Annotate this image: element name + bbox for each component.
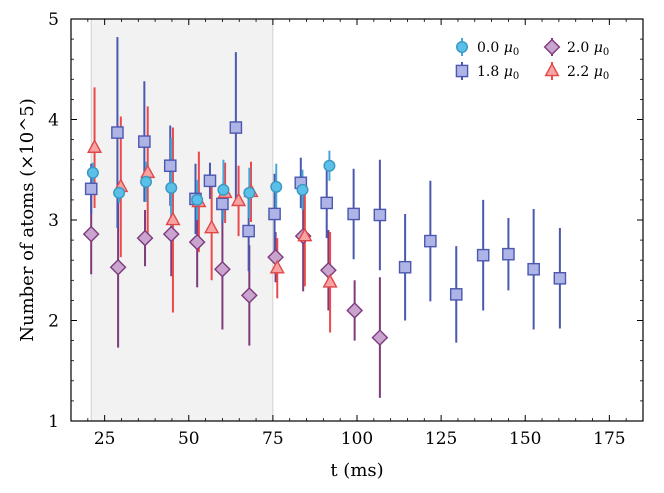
data-point [270, 180, 283, 193]
legend-marker [456, 41, 469, 54]
data-point [216, 197, 229, 211]
y-tick-label: 5 [48, 10, 59, 30]
data-point [188, 233, 206, 251]
data-point [140, 175, 153, 188]
data-point [82, 225, 100, 243]
data-point [373, 208, 387, 222]
legend-entry: 2.0 μ0 [543, 38, 609, 58]
data-point [527, 262, 540, 276]
data-point [240, 286, 258, 304]
x-tick-label: 125 [425, 429, 457, 449]
data-point [346, 302, 364, 319]
data-point [296, 183, 309, 196]
series-points-circle [86, 159, 336, 206]
data-point [138, 135, 151, 148]
legend: 0.0 μ0 2.0 μ0 1.8 μ0 2.2 μ0 [455, 38, 609, 82]
x-tick-label: 150 [509, 429, 541, 449]
legend-subscript: 0 [513, 47, 519, 58]
data-point [136, 229, 154, 247]
data-point [242, 224, 255, 238]
legend-subscript: 0 [603, 71, 609, 82]
data-point [229, 121, 243, 134]
data-point [230, 192, 247, 207]
data-point [449, 288, 463, 301]
legend-marker [455, 64, 469, 78]
data-point [113, 186, 126, 199]
legend-label: 0.0 μ0 [477, 40, 519, 58]
data-point [109, 258, 127, 276]
legend-entry: 0.0 μ0 [456, 38, 519, 58]
legend-mu: μ [594, 64, 603, 80]
data-point [268, 207, 281, 221]
legend-marker [543, 38, 561, 56]
data-point [502, 247, 515, 261]
legend-mu: μ [504, 64, 513, 80]
data-point [204, 219, 220, 234]
data-point [371, 329, 389, 346]
legend-marker [544, 62, 560, 77]
legend-entry: 2.2 μ0 [544, 62, 609, 82]
data-point [165, 181, 178, 194]
legend-label: 1.8 μ0 [477, 64, 519, 82]
legend-subscript: 0 [603, 47, 609, 58]
data-point [243, 186, 256, 199]
data-point [476, 248, 490, 262]
data-point [320, 196, 334, 210]
y-tick-label: 4 [48, 111, 59, 131]
legend-mu: μ [594, 40, 603, 56]
data-point [269, 259, 285, 274]
series-layer [82, 37, 567, 398]
data-point [297, 227, 313, 242]
data-point [86, 166, 99, 179]
data-point [86, 138, 103, 153]
data-point [320, 261, 337, 279]
data-point [424, 234, 437, 248]
data-point [162, 225, 180, 243]
x-tick-label: 75 [262, 429, 284, 449]
axes-layer: 25 50 75 100 125 150 175 1 2 3 4 5 [48, 10, 643, 449]
data-point [203, 174, 217, 188]
x-tick-label: 175 [593, 429, 625, 449]
data-point [214, 260, 231, 278]
data-point [398, 260, 412, 274]
x-tick-label: 100 [341, 429, 373, 449]
y-axis-title: Number of atoms (×10^5) [17, 98, 38, 342]
y-tick-label: 2 [48, 312, 59, 332]
series-points-diamond [82, 225, 389, 346]
data-point [217, 183, 230, 196]
x-tick-label: 25 [94, 429, 116, 449]
data-point [191, 193, 204, 206]
legend-entry: 1.8 μ0 [455, 62, 519, 82]
data-point [347, 207, 360, 221]
x-tick-label: 50 [178, 429, 200, 449]
data-point [84, 182, 98, 196]
y-tick-label: 1 [48, 412, 59, 432]
data-point [553, 271, 567, 285]
legend-label: 2.0 μ0 [567, 40, 609, 58]
series-points-square [84, 121, 567, 301]
data-point [165, 211, 181, 226]
axis-labels: t (ms) Number of atoms (×10^5) [17, 98, 384, 481]
data-point [322, 273, 338, 288]
data-point [323, 159, 336, 172]
data-point [163, 159, 177, 173]
y-tick-label: 3 [48, 211, 59, 231]
legend-label: 2.2 μ0 [567, 64, 609, 82]
legend-subscript: 0 [513, 71, 519, 82]
legend-mu: μ [504, 40, 513, 56]
x-axis-title: t (ms) [330, 460, 383, 481]
data-point [111, 126, 124, 139]
